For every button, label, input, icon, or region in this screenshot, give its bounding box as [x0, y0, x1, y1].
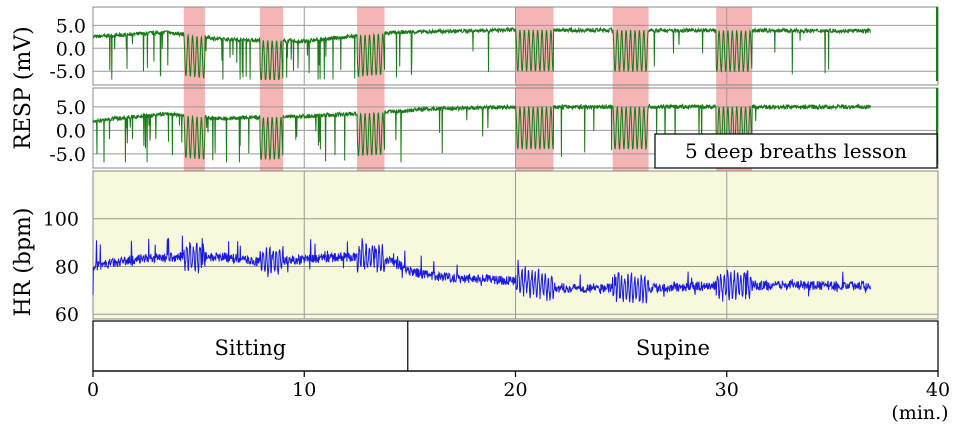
resp-trace-1	[92, 26, 871, 80]
hr-tick-label: 60	[55, 304, 79, 326]
x-tick-label: 30	[715, 379, 739, 401]
resp-tick-label: -5.0	[49, 61, 86, 83]
lesson-label-box	[654, 133, 938, 169]
x-tick-label: 20	[503, 379, 527, 401]
resp-tick-label: 0.0	[56, 38, 86, 60]
x-tick-label: 40	[926, 379, 950, 401]
resp-tick-label: 5.0	[56, 15, 86, 37]
x-tick-labels: 0 10 20 30 40	[87, 370, 950, 401]
lesson-label: 5 deep breaths lesson	[685, 139, 907, 163]
resp-panel-1-grid	[93, 7, 938, 85]
resp-axis-label: RESP (mV)	[11, 26, 36, 149]
x-tick-label: 0	[87, 379, 99, 401]
resp-tick-label: 0.0	[56, 120, 86, 142]
x-tick-label: 10	[292, 379, 316, 401]
resp-panel-1-trace	[92, 7, 938, 81]
resp-tick-label: 5.0	[56, 97, 86, 119]
hr-panel-grid	[93, 171, 938, 319]
hr-tick-label: 80	[55, 256, 79, 278]
x-unit-label: (min.)	[891, 402, 948, 424]
resp-trace-2	[92, 102, 871, 163]
hr-panel-trace	[92, 235, 871, 304]
phase-bar	[92, 320, 939, 372]
hr-tick-label: 100	[43, 209, 79, 231]
phase-label-sitting: Sitting	[215, 336, 287, 360]
hr-trace	[92, 235, 871, 304]
resp-tick-label: -5.0	[49, 144, 86, 166]
phase-segments: Sitting Supine	[215, 321, 710, 371]
hr-axis-label: HR (bpm)	[11, 208, 36, 317]
phase-label-supine: Supine	[636, 336, 710, 360]
